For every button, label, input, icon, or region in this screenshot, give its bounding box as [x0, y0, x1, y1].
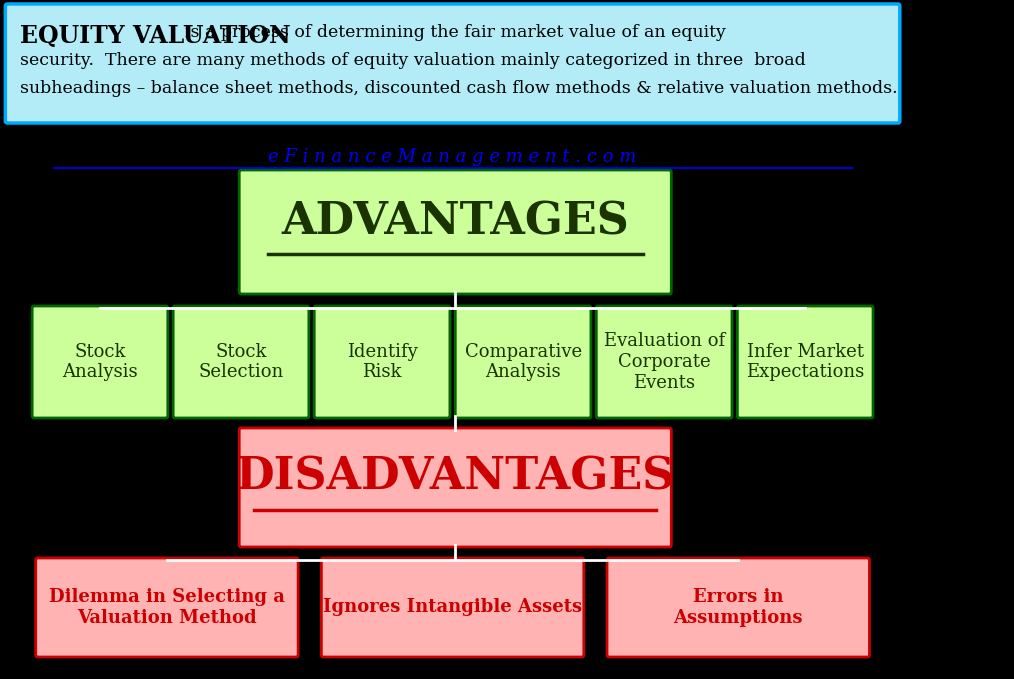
Text: security.  There are many methods of equity valuation mainly categorized in thre: security. There are many methods of equi… [19, 52, 805, 69]
Text: Errors in
Assumptions: Errors in Assumptions [673, 588, 803, 627]
Text: subheadings – balance sheet methods, discounted cash flow methods & relative val: subheadings – balance sheet methods, dis… [19, 80, 897, 97]
FancyBboxPatch shape [173, 306, 309, 418]
Text: Infer Market
Expectations: Infer Market Expectations [746, 343, 864, 382]
Text: Stock
Selection: Stock Selection [199, 343, 284, 382]
FancyBboxPatch shape [596, 306, 732, 418]
FancyBboxPatch shape [32, 306, 168, 418]
FancyBboxPatch shape [737, 306, 873, 418]
Text: Evaluation of
Corporate
Events: Evaluation of Corporate Events [603, 332, 725, 392]
FancyBboxPatch shape [314, 306, 450, 418]
Text: Identify
Risk: Identify Risk [347, 343, 418, 382]
FancyBboxPatch shape [607, 558, 869, 657]
FancyBboxPatch shape [35, 558, 298, 657]
FancyBboxPatch shape [239, 170, 671, 294]
Text: Dilemma in Selecting a
Valuation Method: Dilemma in Selecting a Valuation Method [49, 588, 285, 627]
Text: is a process of determining the fair market value of an equity: is a process of determining the fair mar… [19, 24, 725, 41]
FancyBboxPatch shape [455, 306, 591, 418]
FancyBboxPatch shape [5, 4, 899, 123]
FancyBboxPatch shape [321, 558, 584, 657]
Text: Ignores Intangible Assets: Ignores Intangible Assets [323, 598, 582, 617]
Text: Stock
Analysis: Stock Analysis [62, 343, 138, 382]
FancyBboxPatch shape [239, 428, 671, 547]
Text: e F i n a n c e M a n a g e m e n t . c o m: e F i n a n c e M a n a g e m e n t . c … [269, 148, 637, 166]
Text: Comparative
Analysis: Comparative Analysis [464, 343, 582, 382]
Text: EQUITY VALUATION: EQUITY VALUATION [19, 24, 290, 48]
Text: ADVANTAGES: ADVANTAGES [282, 200, 629, 244]
Text: DISADVANTAGES: DISADVANTAGES [235, 456, 675, 499]
